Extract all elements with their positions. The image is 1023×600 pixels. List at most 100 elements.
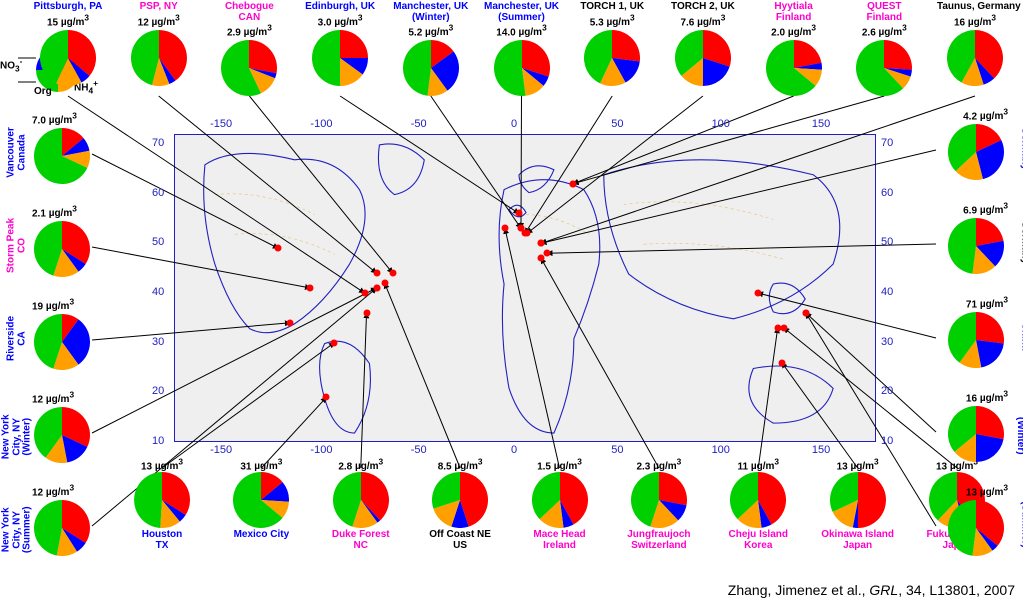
pie-chart [233, 472, 289, 528]
pie-chart [766, 40, 822, 96]
site-manchester-w: Manchester, UK (Winter)5.2 µg/m3 [393, 2, 469, 96]
site-dot [515, 210, 522, 217]
pie-chart [948, 500, 1004, 556]
site-taunus: Taunus, Germany16 µg/m3 [937, 2, 1013, 86]
site-manchester-s: Manchester, UK (Summer)14.0 µg/m3 [484, 2, 560, 96]
site-dot [363, 309, 370, 316]
site-dot [538, 255, 545, 262]
pie-chart [730, 472, 786, 528]
site-name: Mexico City [221, 530, 301, 541]
pie-chart [532, 472, 588, 528]
pie-chart [830, 472, 886, 528]
pie-chart [403, 40, 459, 96]
site-hyytiala: Hyytiala Finland2.0 µg/m3 [756, 2, 832, 96]
y-tick-right: 50 [881, 236, 893, 248]
pie-chart [948, 312, 1004, 368]
site-tokyo-w: 16 µg/m3 [940, 390, 1012, 462]
site-dot [501, 225, 508, 232]
site-dot [544, 250, 551, 257]
pie-chart [584, 30, 640, 86]
site-dot [373, 270, 380, 277]
site-dot [331, 339, 338, 346]
pie-chart [34, 221, 90, 277]
x-tick-top: -50 [411, 118, 427, 130]
site-conc: 71 µg/m3 [940, 296, 1008, 310]
x-tick-top: 50 [611, 118, 623, 130]
site-name: Mainz Germany [1020, 111, 1023, 187]
y-tick-left: 60 [152, 187, 164, 199]
site-conc: 4.2 µg/m3 [940, 108, 1008, 122]
site-conc: 1.5 µg/m3 [520, 458, 600, 472]
site-okinawa: 13 µg/m3Okinawa Island Japan [818, 472, 898, 552]
pie-chart [40, 30, 96, 86]
site-conc: 5.2 µg/m3 [393, 24, 469, 38]
site-conc: 2.0 µg/m3 [756, 24, 832, 38]
site-name: PSP, NY [121, 2, 197, 13]
x-tick-bottom: 150 [812, 444, 830, 456]
site-conc: 3.0 µg/m3 [302, 14, 378, 28]
pie-chart [134, 472, 190, 528]
site-dot [381, 280, 388, 287]
y-tick-left: 20 [152, 385, 164, 397]
pie-chart [494, 40, 550, 96]
site-vancouver: 7.0 µg/m3 [26, 112, 98, 184]
site-mainz: 4.2 µg/m3 [940, 108, 1012, 180]
pie-chart [948, 218, 1004, 274]
site-stormpeak: 2.1 µg/m3 [26, 205, 98, 277]
site-dot [361, 289, 368, 296]
x-tick-top: 0 [511, 118, 517, 130]
site-dot [538, 240, 545, 247]
y-tick-left: 50 [152, 236, 164, 248]
x-tick-top: -100 [310, 118, 332, 130]
y-tick-left: 30 [152, 336, 164, 348]
site-houston: 13 µg/m3Houston TX [122, 472, 202, 552]
site-name: Mace Head Ireland [520, 530, 600, 551]
site-psp: PSP, NY12 µg/m3 [121, 2, 197, 86]
pie-chart [948, 406, 1004, 462]
site-name: Hohenpeissenberg Germany [1020, 205, 1023, 281]
site-hohenpeiss: 6.9 µg/m3 [940, 202, 1012, 274]
y-tick-left: 10 [152, 435, 164, 447]
site-conc: 7.0 µg/m3 [32, 112, 98, 126]
pie-chart [947, 30, 1003, 86]
site-name: Duke Forest NC [321, 530, 401, 551]
site-offcoast: 8.5 µg/m3Off Coast NE US [420, 472, 500, 552]
x-tick-bottom: -100 [310, 444, 332, 456]
site-conc: 12 µg/m3 [32, 391, 98, 405]
site-macehead: 1.5 µg/m3Mace Head Ireland [520, 472, 600, 552]
pie-chart [856, 40, 912, 96]
site-conc: 2.6 µg/m3 [846, 24, 922, 38]
legend-org: Org [34, 86, 52, 97]
pie-chart [221, 40, 277, 96]
site-name: Taunus, Germany [937, 2, 1013, 13]
site-beijing: 71 µg/m3 [940, 296, 1012, 368]
site-conc: 2.8 µg/m3 [321, 458, 401, 472]
x-tick-top: -150 [210, 118, 232, 130]
y-tick-right: 40 [881, 286, 893, 298]
site-dot [802, 309, 809, 316]
site-conc: 13 µg/m3 [940, 484, 1008, 498]
world-map-svg [175, 135, 875, 441]
pie-chart [312, 30, 368, 86]
site-cheju: 11 µg/m3Cheju Island Korea [718, 472, 798, 552]
site-name: Off Coast NE US [420, 530, 500, 551]
citation: Zhang, Jimenez et al., GRL, 34, L13801, … [728, 582, 1015, 598]
site-conc: 12 µg/m3 [32, 484, 98, 498]
site-conc: 16 µg/m3 [940, 390, 1008, 404]
site-name: Beijing China [1020, 299, 1023, 375]
x-tick-top: 150 [812, 118, 830, 130]
site-name: Chebogue CAN [211, 2, 287, 23]
world-map-frame [174, 134, 876, 442]
pie-chart [675, 30, 731, 86]
site-conc: 12 µg/m3 [121, 14, 197, 28]
site-conc: 19 µg/m3 [32, 298, 98, 312]
site-riverside: 19 µg/m3 [26, 298, 98, 370]
y-tick-right: 30 [881, 336, 893, 348]
site-name: Edinburgh, UK [302, 2, 378, 13]
site-dot [323, 394, 330, 401]
y-tick-right: 70 [881, 137, 893, 149]
site-chebogue: Chebogue CAN2.9 µg/m3 [211, 2, 287, 96]
site-pittsburgh: Pittsburgh, PA15 µg/m3 [30, 2, 106, 86]
site-conc: 15 µg/m3 [30, 14, 106, 28]
site-edinburgh: Edinburgh, UK3.0 µg/m3 [302, 2, 378, 86]
